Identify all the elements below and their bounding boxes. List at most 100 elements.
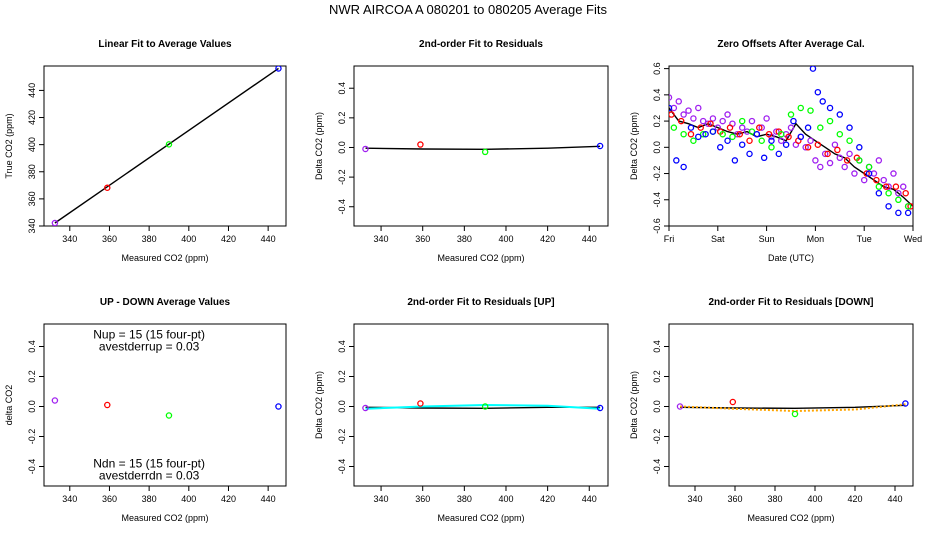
x-tick-label: 360: [102, 234, 117, 244]
data-point-red: [669, 111, 675, 118]
x-tick-label: Sun: [759, 234, 775, 244]
y-axis-label: Delta CO2 (ppm): [314, 371, 324, 439]
y-tick-label: -0.2: [337, 169, 347, 185]
data-point-red: [104, 401, 111, 409]
plot-frame: [353, 323, 609, 487]
data-point-red: [697, 124, 704, 131]
data-point-red: [843, 157, 851, 164]
data-point-green: [670, 124, 678, 131]
y-tick-label: 0.0: [652, 141, 662, 154]
y-tick-label: 0.4: [652, 340, 662, 353]
data-point-purple: [709, 115, 717, 122]
data-point-blue: [836, 111, 844, 118]
x-tick-label: 420: [221, 494, 236, 504]
data-point-purple: [362, 145, 369, 153]
data-point-blue: [809, 66, 817, 72]
x-axis-label: Date (UTC): [768, 253, 814, 263]
data-point-blue: [782, 141, 790, 148]
plot-frame: [353, 65, 609, 227]
y-tick-label: 0.0: [337, 400, 347, 413]
y-tick-label: -0.2: [27, 429, 37, 445]
plot-area: [362, 400, 604, 412]
y-tick-label: -0.6: [652, 218, 662, 234]
data-point-red: [824, 150, 831, 158]
x-axis-label: Measured CO2 (ppm): [437, 513, 524, 523]
y-axis-label: Delta CO2 (ppm): [314, 112, 324, 180]
chart-title: Zero Offsets After Average Cal.: [717, 39, 864, 50]
y-tick-label: 0.2: [337, 370, 347, 383]
x-tick-label: 360: [102, 494, 117, 504]
y-tick-label: 400: [27, 137, 37, 152]
data-point-blue: [687, 124, 695, 131]
plot-area: [51, 397, 282, 419]
data-point-purple: [669, 94, 673, 101]
data-point-green: [787, 111, 795, 118]
y-tick-label: 0.2: [337, 112, 347, 125]
data-point-purple: [676, 403, 684, 410]
data-point-green: [777, 130, 785, 138]
y-tick-label: 0.4: [27, 340, 37, 353]
x-tick-label: 440: [582, 234, 597, 244]
fit-line-black: [669, 107, 913, 207]
data-point-purple: [787, 124, 795, 131]
data-point-purple: [831, 141, 839, 148]
y-tick-label: 420: [27, 110, 37, 125]
x-tick-label: 380: [457, 234, 472, 244]
x-tick-label: 340: [374, 234, 389, 244]
data-point-purple: [680, 111, 687, 118]
chart-title: 2nd-order Fit to Residuals [UP]: [407, 297, 554, 308]
data-point-green: [768, 144, 775, 151]
data-point-green: [865, 163, 873, 171]
annotation: avestderrup = 0.03: [99, 340, 200, 354]
x-tick-label: 440: [582, 494, 597, 504]
y-tick-label: -0.2: [337, 429, 347, 445]
data-point-purple: [748, 117, 756, 125]
data-point-purple: [51, 397, 59, 404]
y-tick-label: 0.4: [652, 89, 662, 102]
plot-frame: [43, 323, 287, 487]
plot-frame: [43, 65, 287, 227]
data-point-red: [804, 144, 812, 151]
data-point-green: [699, 130, 707, 138]
chart-p5: 2nd-order Fit to Residuals [UP] 340 360 380…: [314, 297, 609, 523]
chart-title: 2nd-order Fit to Residuals: [419, 39, 543, 50]
data-point-blue: [904, 209, 912, 217]
x-tick-label: Sat: [711, 234, 725, 244]
x-tick-label: 400: [807, 494, 822, 504]
data-point-red: [417, 400, 424, 407]
plot-area: [669, 66, 913, 217]
x-tick-label: Tue: [857, 234, 872, 244]
chart-title: Linear Fit to Average Values: [98, 39, 232, 50]
data-point-blue: [753, 130, 761, 138]
chart-p6: 2nd-order Fit to Residuals [DOWN] 340 360 3…: [629, 297, 914, 523]
y-axis-label: delta CO2: [4, 385, 14, 426]
x-tick-label: Wed: [904, 234, 922, 244]
data-point-purple: [699, 117, 707, 125]
x-tick-label: 380: [142, 234, 157, 244]
data-point-green: [807, 107, 814, 114]
data-point-red: [882, 183, 890, 190]
y-tick-label: -0.4: [652, 192, 662, 208]
plot-frame: [668, 65, 914, 227]
x-tick-label: 440: [261, 234, 276, 244]
data-point-blue: [804, 124, 812, 131]
x-tick-label: 340: [62, 234, 77, 244]
data-point-purple: [695, 104, 702, 112]
chart-p2: 2nd-order Fit to Residuals 340 360 380 400 42…: [314, 39, 609, 263]
x-tick-label: 360: [727, 494, 742, 504]
x-tick-label: 420: [540, 494, 555, 504]
x-tick-label: Mon: [807, 234, 825, 244]
x-tick-label: 380: [142, 494, 157, 504]
x-tick-label: 340: [62, 494, 77, 504]
data-point-purple: [841, 163, 848, 171]
y-tick-label: 0.0: [27, 400, 37, 413]
data-point-green: [165, 141, 173, 148]
x-tick-label: 380: [457, 494, 472, 504]
data-point-purple: [51, 219, 59, 226]
y-tick-label: 0.2: [27, 370, 37, 383]
data-point-blue: [275, 403, 282, 410]
data-point-green: [885, 189, 892, 197]
data-point-green: [904, 203, 912, 210]
data-point-purple: [777, 137, 785, 145]
